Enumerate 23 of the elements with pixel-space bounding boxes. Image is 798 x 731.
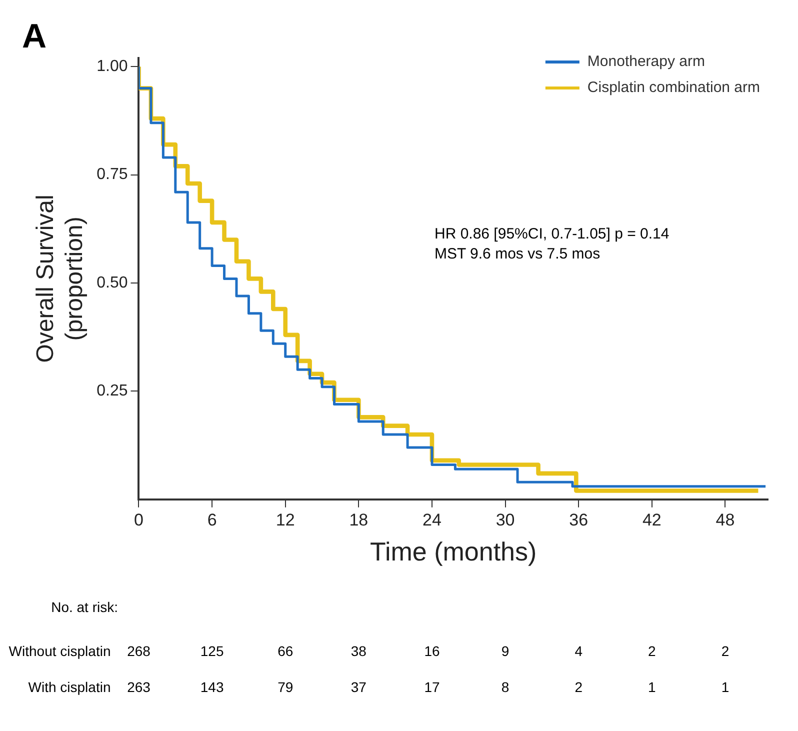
x-axis-title: Time (months) [370,536,537,567]
y-tick-label: 0.75 [96,166,128,184]
y-tick-label: 0.25 [96,382,128,400]
text: With cisplatin 263 143 79 37 17 8 2 1 1 [28,678,730,695]
x-tick-label: 24 [422,510,442,530]
x-tick-label: 30 [496,510,515,530]
chart-title: A [22,17,47,56]
x-tick-label: 12 [276,510,295,530]
text: No. at risk: [51,598,118,615]
legend-label: Cisplatin combination arm [587,79,760,96]
y-tick-label: 1.00 [96,58,128,76]
x-tick-label: 18 [349,510,368,530]
annotation: HR 0.86 [95%CI, 0.7-1.05] p = 0.14 [434,226,670,243]
x-tick-label: 48 [716,510,735,530]
x-tick-label: 6 [207,510,217,530]
y-tick-label: 0.50 [96,274,128,292]
x-tick-label: 0 [134,510,144,530]
x-tick-label: 36 [569,510,588,530]
y-axis-title: Overall Survival (proportion) [32,194,88,363]
annotation: MST 9.6 mos vs 7.5 mos [434,246,600,263]
x-tick-label: 42 [642,510,662,530]
legend-label: Monotherapy arm [587,53,705,70]
text: Without cisplatin 268 125 66 38 16 9 4 2 2 [8,642,730,659]
